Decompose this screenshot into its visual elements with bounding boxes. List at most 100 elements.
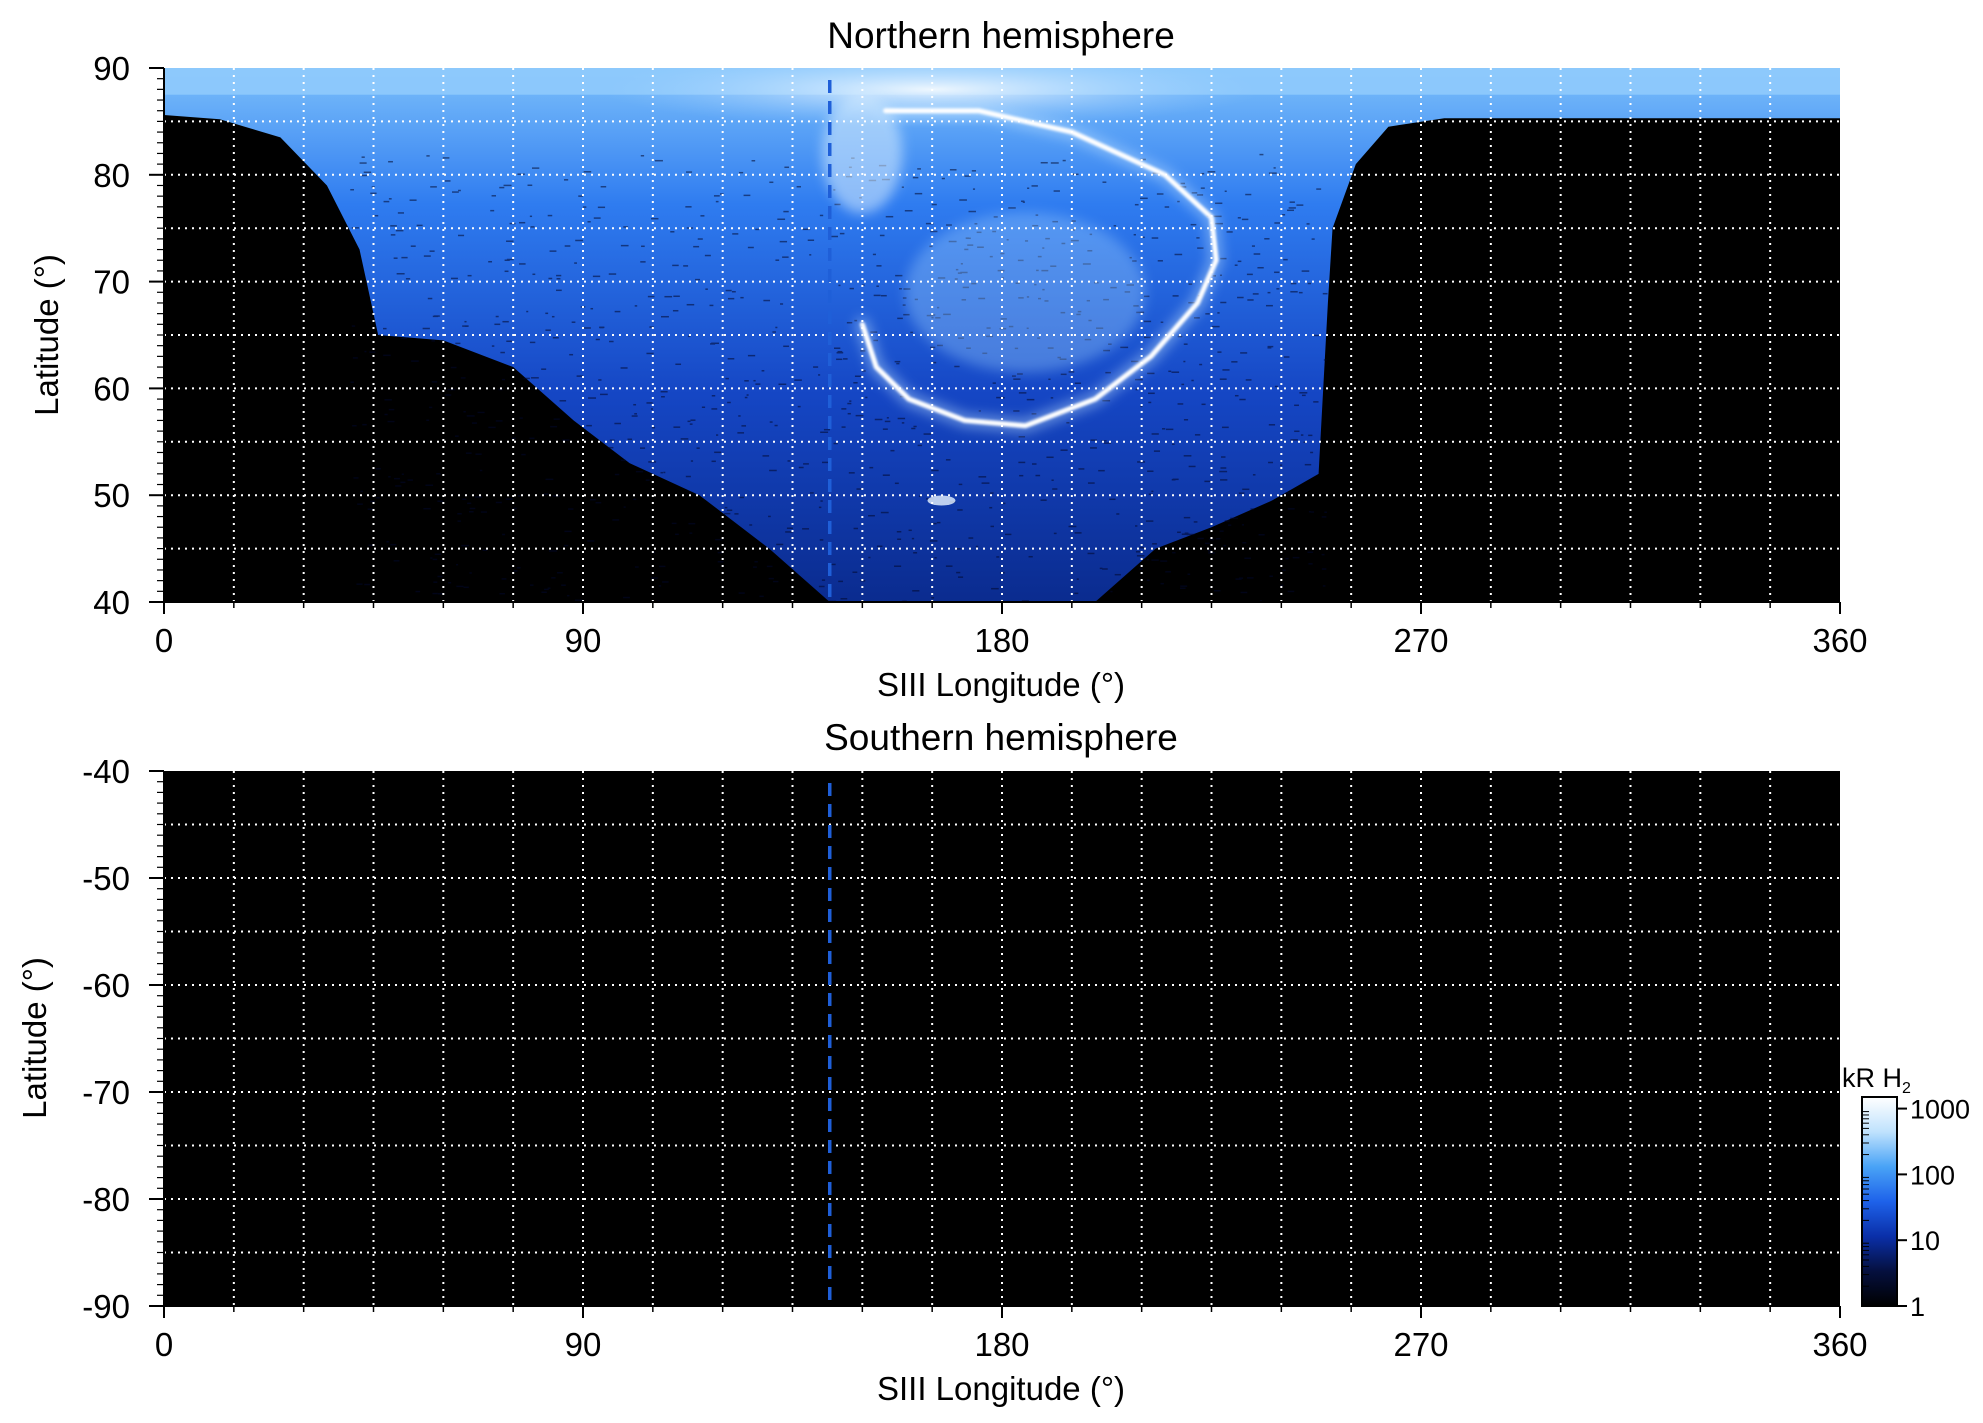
north-noise-dot: [353, 477, 359, 479]
north-noise-dot: [1148, 401, 1152, 404]
north-noise-dot: [1273, 167, 1276, 169]
north-noise-dot: [978, 410, 981, 412]
north-noise-dot: [819, 214, 824, 217]
north-noise-dot: [1298, 291, 1303, 294]
north-noise-dot: [448, 581, 452, 584]
north-noise-dot: [498, 388, 503, 391]
north-noise-dot: [1240, 591, 1248, 594]
north-noise-dot: [597, 206, 606, 209]
north-noise-dot: [660, 390, 668, 393]
north-noise-dot: [383, 327, 387, 330]
north-noise-dot: [390, 225, 397, 227]
north-noise-dot: [925, 222, 934, 225]
north-y-tick-label: 90: [93, 50, 130, 87]
north-noise-dot: [1031, 413, 1037, 415]
north-noise-dot: [1013, 378, 1021, 380]
north-noise-dot: [1308, 510, 1311, 513]
north-noise-dot: [513, 507, 517, 510]
north-noise-dot: [519, 417, 523, 419]
north-noise-dot: [990, 525, 995, 528]
north-noise-dot: [646, 402, 653, 404]
south-title: Southern hemisphere: [824, 717, 1178, 758]
north-noise-dot: [847, 402, 852, 405]
north-noise-dot: [590, 307, 594, 310]
north-noise-dot: [469, 510, 474, 513]
north-noise-dot: [1294, 404, 1299, 407]
north-noise-dot: [1105, 371, 1111, 374]
north-noise-dot: [456, 563, 459, 566]
north-noise-dot: [876, 285, 879, 287]
north-noise-dot: [975, 545, 979, 548]
north-noise-dot: [931, 597, 935, 599]
north-noise-dot: [351, 227, 360, 229]
north-noise-dot: [1151, 237, 1159, 239]
north-noise-dot: [390, 234, 396, 236]
north-noise-dot: [1200, 187, 1205, 189]
north-noise-dot: [457, 520, 461, 522]
north-noise-dot: [431, 381, 438, 383]
north-noise-dot: [846, 321, 853, 324]
north-noise-dot: [1013, 410, 1020, 412]
south-x-tick-label: 360: [1812, 1326, 1867, 1363]
north-noise-dot: [1204, 542, 1210, 545]
north-noise-dot: [502, 533, 506, 536]
north-noise-dot: [437, 593, 443, 595]
north-noise-dot: [1174, 253, 1183, 256]
north-noise-dot: [568, 508, 574, 510]
north-noise-dot: [464, 320, 467, 323]
north-noise-dot: [556, 572, 563, 574]
north-noise-dot: [378, 334, 383, 337]
north-noise-dot: [820, 431, 829, 434]
north-noise-dot: [823, 428, 830, 431]
north-noise-dot: [504, 270, 509, 273]
north-noise-dot: [467, 274, 472, 277]
north-noise-dot: [873, 294, 881, 297]
north-noise-dot: [1021, 200, 1025, 203]
north-noise-dot: [452, 191, 459, 193]
north-noise-dot: [1113, 225, 1117, 227]
north-noise-dot: [773, 580, 779, 583]
north-noise-dot: [360, 490, 363, 493]
north-noise-dot: [576, 375, 584, 377]
north-noise-dot: [620, 459, 626, 462]
north-noise-dot: [631, 415, 638, 417]
north-noise-dot: [1234, 394, 1239, 397]
north-noise-dot: [911, 427, 916, 430]
north-noise-dot: [689, 423, 693, 425]
north-noise-dot: [1090, 447, 1097, 449]
north-noise-dot: [543, 493, 549, 495]
north-noise-dot: [670, 231, 675, 233]
north-noise-dot: [1220, 456, 1226, 458]
north-noise-dot: [1237, 296, 1244, 299]
north-noise-dot: [912, 590, 920, 592]
north-noise-dot: [902, 297, 907, 299]
north-noise-dot: [1220, 301, 1227, 304]
north-noise-dot: [518, 221, 526, 224]
north-noise-dot: [517, 495, 521, 497]
north-noise-dot: [559, 400, 567, 402]
north-noise-dot: [822, 461, 829, 464]
north-noise-dot: [1136, 555, 1145, 557]
north-noise-dot: [423, 507, 431, 510]
north-noise-dot: [704, 254, 711, 257]
north-noise-dot: [491, 345, 495, 347]
north-noise-dot: [931, 203, 937, 206]
north-noise-dot: [1087, 482, 1095, 484]
colorbar-label: kR H2: [1842, 1063, 1911, 1097]
north-noise-dot: [1251, 245, 1255, 247]
north-noise-dot: [1300, 434, 1304, 436]
north-noise-dot: [1267, 345, 1274, 348]
north-noise-dot: [608, 446, 614, 449]
north-noise-dot: [1219, 274, 1222, 277]
south-y-tick-label: -80: [82, 1181, 130, 1218]
north-noise-dot: [755, 383, 761, 385]
north-noise-dot: [713, 195, 720, 197]
north-noise-dot: [1274, 385, 1278, 388]
north-noise-dot: [833, 347, 841, 349]
north-noise-dot: [711, 408, 718, 410]
north-noise-dot: [1308, 434, 1313, 437]
north-noise-dot: [785, 531, 793, 533]
north-noise-dot: [807, 239, 815, 241]
north-noise-dot: [775, 259, 780, 261]
north-noise-dot: [1053, 532, 1057, 535]
